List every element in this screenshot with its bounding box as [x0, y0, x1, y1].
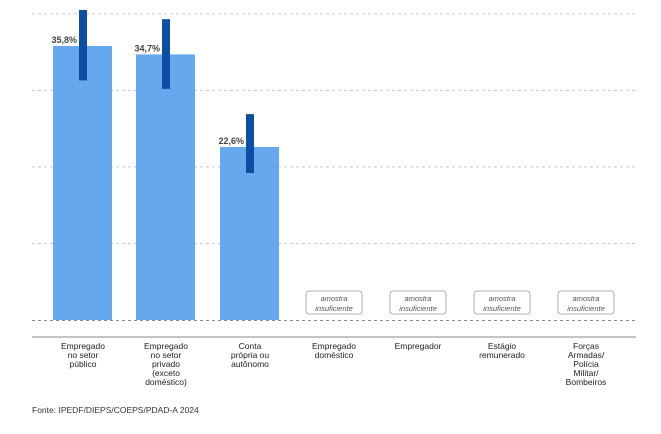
category-label-0-0: Empregado — [61, 341, 105, 351]
source-note: Fonte: IPEDF/DIEPS/COEPS/PDAD-A 2024 — [32, 405, 199, 415]
category-label-5-0: Estágio — [488, 341, 517, 351]
insufficient-text-3-1: insuficiente — [315, 304, 353, 313]
category-label-3-1: doméstico — [315, 350, 354, 360]
data-label-0: 35,8% — [51, 35, 77, 45]
data-label-1: 34,7% — [134, 43, 160, 53]
insufficient-text-6-1: insuficiente — [567, 304, 605, 313]
bar-0 — [53, 45, 112, 320]
bar-1 — [136, 54, 195, 321]
insufficient-badge-6 — [557, 290, 615, 315]
category-label-5-1: remunerado — [479, 350, 525, 360]
error-bar-0 — [79, 10, 87, 81]
insufficient-text-4-0: amostra — [404, 294, 431, 303]
category-label-1-0: Empregado — [144, 341, 188, 351]
category-label-0-1: no setor — [68, 350, 99, 360]
insufficient-badge-4 — [389, 290, 447, 315]
category-label-1-2: privado — [152, 359, 180, 369]
category-label-3-0: Empregado — [312, 341, 356, 351]
category-label-2-2: autônomo — [231, 359, 269, 369]
error-bar-2 — [246, 114, 254, 174]
category-label-6-3: Militar/ — [573, 368, 599, 378]
insufficient-text-3-0: amostra — [320, 294, 347, 303]
error-bar-1 — [162, 19, 170, 89]
insufficient-text-5-0: amostra — [488, 294, 515, 303]
category-label-6-0: Forças — [573, 341, 599, 351]
category-label-4-0: Empregador — [395, 341, 442, 351]
category-label-6-2: Polícia — [573, 359, 599, 369]
insufficient-badge-5 — [473, 290, 531, 315]
category-label-2-0: Conta — [239, 341, 262, 351]
category-label-6-1: Armadas/ — [568, 350, 605, 360]
insufficient-text-6-0: amostra — [572, 294, 599, 303]
data-label-2: 22,6% — [218, 136, 244, 146]
insufficient-text-4-1: insuficiente — [399, 304, 437, 313]
category-label-0-2: público — [70, 359, 97, 369]
category-label-6-4: Bombeiros — [566, 377, 607, 387]
insufficient-badge-3 — [305, 290, 363, 315]
category-label-1-4: doméstico) — [145, 377, 187, 387]
category-label-2-1: própria ou — [231, 350, 270, 360]
bar-2 — [220, 147, 279, 320]
insufficient-text-5-1: insuficiente — [483, 304, 521, 313]
category-label-1-3: (exceto — [152, 368, 180, 378]
category-label-1-1: no setor — [151, 350, 182, 360]
